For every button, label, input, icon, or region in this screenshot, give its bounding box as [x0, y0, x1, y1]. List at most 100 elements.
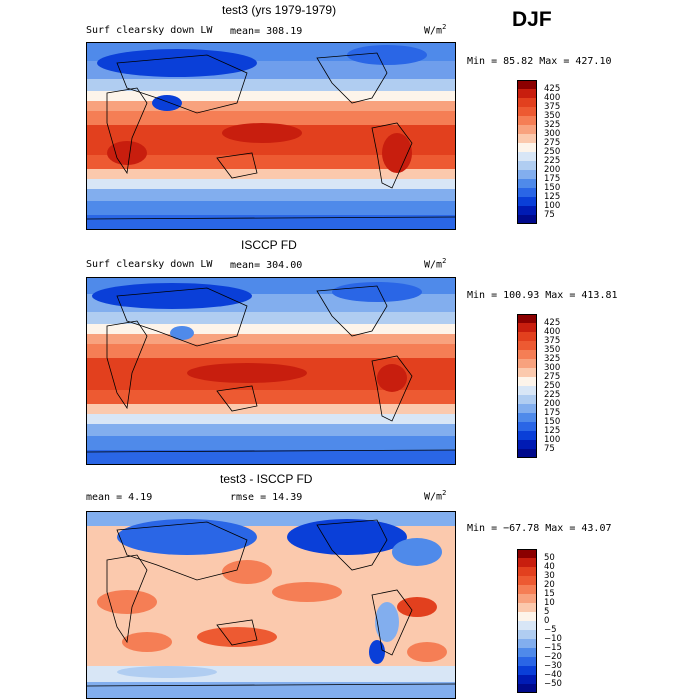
colorbar-swatch	[517, 197, 537, 206]
colorbar-swatch	[517, 666, 537, 675]
colorbar-tick-label: 125	[544, 426, 561, 436]
colorbar-tick-label: −5	[544, 625, 557, 635]
colorbar-tick-label: −40	[544, 670, 562, 680]
colorbar-swatch	[517, 404, 537, 413]
colorbar-swatch	[517, 359, 537, 368]
colorbar-swatch	[517, 413, 537, 422]
panel-1-units: W/m2	[424, 23, 447, 37]
colorbar-tick-label: −20	[544, 652, 562, 662]
colorbar-tick-label: 400	[544, 327, 561, 337]
colorbar-tick-label: 40	[544, 562, 555, 572]
panel-3-units: W/m2	[424, 489, 447, 503]
colorbar-tick-label: 15	[544, 589, 555, 599]
panel-1-colorbar: 425 400 375 350 325 300 275 250 225 200 175 150 125 1…	[517, 80, 597, 224]
panel-3-minmax: Min = −67.78 Max = 43.07	[467, 523, 612, 534]
colorbar-swatch	[517, 558, 537, 567]
colorbar-swatch	[517, 134, 537, 143]
colorbar-swatch	[517, 170, 537, 179]
colorbar-tick-label: 175	[544, 408, 561, 418]
colorbar-swatch	[517, 143, 537, 152]
panel-2-mean: mean= 304.00	[230, 260, 303, 271]
colorbar-swatch	[517, 648, 537, 657]
colorbar-swatch	[517, 98, 537, 107]
colorbar-tick-label: 300	[544, 363, 561, 373]
colorbar-tick-label: −15	[544, 643, 562, 653]
colorbar-tick-label: 5	[544, 607, 550, 617]
colorbar-tick-label: 100	[544, 435, 561, 445]
colorbar-tick-label: 425	[544, 318, 561, 328]
colorbar-swatch	[517, 125, 537, 134]
colorbar-tick-label: 200	[544, 399, 561, 409]
colorbar-swatch	[517, 350, 537, 359]
panel-2-units: W/m2	[424, 257, 447, 271]
colorbar-tick-label: 275	[544, 372, 561, 382]
colorbar-tick-label: 225	[544, 156, 561, 166]
colorbar-swatch	[517, 386, 537, 395]
colorbar-swatch	[517, 684, 537, 693]
colorbar-tick-label: 300	[544, 129, 561, 139]
colorbar-swatch	[517, 440, 537, 449]
colorbar-tick-label: 125	[544, 192, 561, 202]
colorbar-swatch	[517, 179, 537, 188]
colorbar-swatch	[517, 395, 537, 404]
colorbar-tick-label: 325	[544, 354, 561, 364]
colorbar-swatch	[517, 630, 537, 639]
colorbar-swatch	[517, 449, 537, 458]
colorbar-swatch	[517, 368, 537, 377]
panel-2-minmax: Min = 100.93 Max = 413.81	[467, 290, 618, 301]
panel-1-minmax: Min = 85.82 Max = 427.10	[467, 56, 612, 67]
panel-3-map	[86, 511, 456, 699]
season-label: DJF	[512, 8, 552, 31]
colorbar-swatch	[517, 332, 537, 341]
panel-1-title: test3 (yrs 1979-1979)	[222, 3, 337, 17]
panel-1-variable-label: Surf clearsky down LW	[86, 25, 213, 36]
colorbar-swatch	[517, 206, 537, 215]
colorbar-tick-label: 20	[544, 580, 555, 590]
colorbar-swatch	[517, 567, 537, 576]
colorbar-tick-label: 0	[544, 616, 550, 626]
panel-3-mean: mean = 4.19	[86, 492, 153, 503]
colorbar-tick-label: 375	[544, 102, 561, 112]
colorbar-swatch	[517, 639, 537, 648]
colorbar-swatch	[517, 80, 537, 89]
panel-1-mean: mean= 308.19	[230, 26, 303, 37]
colorbar-swatch	[517, 576, 537, 585]
colorbar-swatch	[517, 612, 537, 621]
colorbar-tick-label: −10	[544, 634, 562, 644]
colorbar-tick-label: 175	[544, 174, 561, 184]
colorbar-swatch	[517, 152, 537, 161]
colorbar-tick-label: 325	[544, 120, 561, 130]
colorbar-swatch	[517, 603, 537, 612]
colorbar-tick-label: −50	[544, 679, 562, 689]
colorbar-tick-label: 350	[544, 111, 561, 121]
colorbar-swatch	[517, 161, 537, 170]
panel-3-title: test3 - ISCCP FD	[220, 472, 313, 486]
colorbar-tick-label: 30	[544, 571, 555, 581]
colorbar-swatch	[517, 314, 537, 323]
panel-1-map	[86, 42, 456, 230]
colorbar-swatch	[517, 431, 537, 440]
colorbar-tick-label: 150	[544, 183, 561, 193]
panel-2-colorbar: 425 400 375 350 325 300 275 250 225 200 175 150 125 1…	[517, 314, 597, 458]
colorbar-swatch	[517, 215, 537, 224]
colorbar-swatch	[517, 89, 537, 98]
colorbar-swatch	[517, 323, 537, 332]
colorbar-tick-label: 10	[544, 598, 555, 608]
colorbar-swatch	[517, 107, 537, 116]
colorbar-swatch	[517, 675, 537, 684]
colorbar-tick-label: 425	[544, 84, 561, 94]
colorbar-swatch	[517, 657, 537, 666]
colorbar-tick-label: 200	[544, 165, 561, 175]
colorbar-swatch	[517, 549, 537, 558]
colorbar-swatch	[517, 594, 537, 603]
panel-2-variable-label: Surf clearsky down LW	[86, 259, 213, 270]
panel-2-title: ISCCP FD	[241, 238, 297, 252]
colorbar-swatch	[517, 585, 537, 594]
colorbar-tick-label: 250	[544, 147, 561, 157]
panel-2-map	[86, 277, 456, 465]
colorbar-swatch	[517, 621, 537, 630]
colorbar-tick-label: 275	[544, 138, 561, 148]
panel-3-colorbar: 50 40 30 20 15 10 5 0 −5 −10 −15 −20 −30 −40 −50	[517, 549, 597, 693]
colorbar-tick-label: −30	[544, 661, 562, 671]
colorbar-tick-label: 50	[544, 553, 555, 563]
